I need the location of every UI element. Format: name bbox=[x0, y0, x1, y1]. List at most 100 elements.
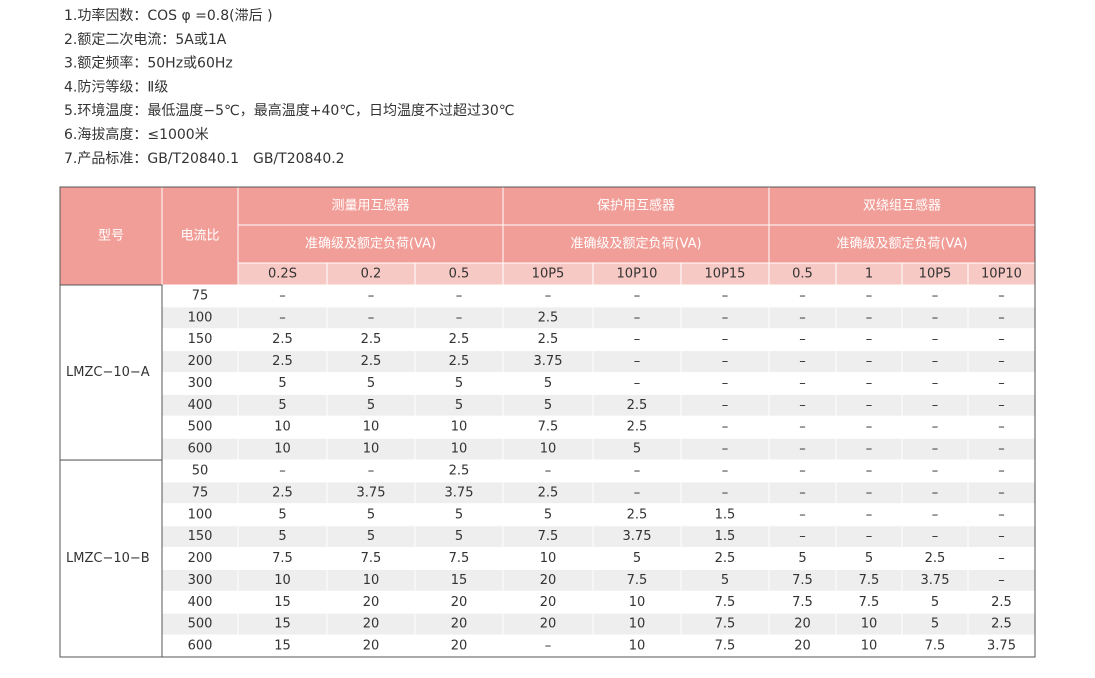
data-value: 5 bbox=[367, 376, 375, 391]
header-cell bbox=[161, 186, 239, 286]
data-value: 20 bbox=[363, 595, 380, 610]
data-value: 3.75 bbox=[987, 639, 1016, 654]
data-value: 5 bbox=[367, 398, 375, 413]
data-value: – bbox=[932, 507, 939, 522]
table-border bbox=[59, 186, 1036, 658]
model-name: LMZC−10−B bbox=[66, 551, 150, 566]
column-label: 0.2 bbox=[361, 267, 382, 282]
data-value: 20 bbox=[794, 617, 811, 632]
data-value: 10 bbox=[540, 551, 557, 566]
data-value: – bbox=[866, 310, 873, 325]
current-ratio: 150 bbox=[188, 529, 213, 544]
group-title: 保护用互感器 bbox=[597, 198, 675, 214]
data-value: 20 bbox=[451, 639, 468, 654]
data-value: – bbox=[634, 354, 641, 369]
data-value: – bbox=[634, 332, 641, 347]
data-value: 5 bbox=[544, 398, 552, 413]
column-label: 0.5 bbox=[792, 267, 813, 282]
data-value: – bbox=[932, 354, 939, 369]
spec-line: 1.功率因数：COS φ =0.8(滞后 ) bbox=[64, 7, 273, 24]
data-value: – bbox=[998, 507, 1005, 522]
data-value: 2.5 bbox=[538, 310, 559, 325]
data-value: – bbox=[634, 485, 641, 500]
data-value: 5 bbox=[544, 376, 552, 391]
data-value: – bbox=[799, 310, 806, 325]
data-value: – bbox=[368, 310, 375, 325]
data-value: 10 bbox=[274, 573, 291, 588]
data-value: – bbox=[799, 354, 806, 369]
data-value: – bbox=[866, 288, 873, 303]
data-value: – bbox=[998, 398, 1005, 413]
data-value: – bbox=[722, 332, 729, 347]
data-value: – bbox=[866, 354, 873, 369]
data-value: – bbox=[634, 376, 641, 391]
data-value: – bbox=[722, 420, 729, 435]
data-value: 10 bbox=[861, 617, 878, 632]
data-value: – bbox=[799, 464, 806, 479]
current-ratio: 100 bbox=[188, 507, 213, 522]
data-value: – bbox=[932, 398, 939, 413]
data-value: – bbox=[722, 288, 729, 303]
data-value: 5 bbox=[798, 551, 806, 566]
current-ratio: 300 bbox=[188, 376, 213, 391]
data-value: – bbox=[799, 398, 806, 413]
data-value: – bbox=[998, 354, 1005, 369]
data-value: 7.5 bbox=[361, 551, 382, 566]
data-value: 2.5 bbox=[272, 485, 293, 500]
data-value: – bbox=[866, 376, 873, 391]
data-value: 5 bbox=[633, 442, 641, 457]
data-value: 10 bbox=[363, 420, 380, 435]
current-ratio: 50 bbox=[192, 464, 209, 479]
data-value: 7.5 bbox=[715, 617, 736, 632]
data-value: 5 bbox=[931, 617, 939, 632]
data-value: – bbox=[545, 639, 552, 654]
data-value: – bbox=[998, 420, 1005, 435]
data-value: 3.75 bbox=[534, 354, 563, 369]
data-value: 7.5 bbox=[859, 573, 880, 588]
data-value: 20 bbox=[540, 573, 557, 588]
data-value: 2.5 bbox=[361, 332, 382, 347]
data-value: – bbox=[634, 464, 641, 479]
header-cell bbox=[502, 224, 770, 264]
current-ratio: 600 bbox=[188, 639, 213, 654]
data-value: 10 bbox=[629, 639, 646, 654]
data-value: 20 bbox=[451, 595, 468, 610]
data-value: – bbox=[998, 310, 1005, 325]
data-value: – bbox=[799, 442, 806, 457]
current-ratio: 400 bbox=[188, 398, 213, 413]
data-value: 15 bbox=[274, 595, 291, 610]
data-value: – bbox=[279, 288, 286, 303]
header-cell bbox=[237, 224, 504, 264]
data-value: 10 bbox=[363, 573, 380, 588]
data-value: – bbox=[932, 288, 939, 303]
data-value: 2.5 bbox=[272, 354, 293, 369]
data-value: – bbox=[932, 442, 939, 457]
data-value: 3.75 bbox=[623, 529, 652, 544]
data-value: – bbox=[799, 332, 806, 347]
data-value: 2.5 bbox=[449, 332, 470, 347]
data-value: – bbox=[932, 332, 939, 347]
current-ratio: 300 bbox=[188, 573, 213, 588]
data-value: – bbox=[722, 376, 729, 391]
data-value: 3.75 bbox=[921, 573, 950, 588]
data-value: – bbox=[932, 376, 939, 391]
header-ratio: 电流比 bbox=[180, 229, 219, 244]
current-ratio: 75 bbox=[192, 485, 209, 500]
data-value: – bbox=[799, 529, 806, 544]
data-value: 7.5 bbox=[627, 573, 648, 588]
data-value: 7.5 bbox=[715, 639, 736, 654]
data-value: 7.5 bbox=[538, 420, 559, 435]
spec-line: 7.产品标准：GB/T20840.1 GB/T20840.2 bbox=[64, 151, 345, 167]
data-value: 5 bbox=[278, 376, 286, 391]
data-value: 2.5 bbox=[627, 398, 648, 413]
data-value: 20 bbox=[363, 617, 380, 632]
data-value: 5 bbox=[455, 529, 463, 544]
column-label: 0.2S bbox=[268, 267, 297, 282]
data-value: – bbox=[634, 288, 641, 303]
data-value: 1.5 bbox=[715, 507, 736, 522]
data-value: – bbox=[866, 529, 873, 544]
data-value: – bbox=[279, 464, 286, 479]
model-name: LMZC−10−A bbox=[66, 365, 150, 380]
data-value: – bbox=[456, 288, 463, 303]
data-value: 7.5 bbox=[715, 595, 736, 610]
